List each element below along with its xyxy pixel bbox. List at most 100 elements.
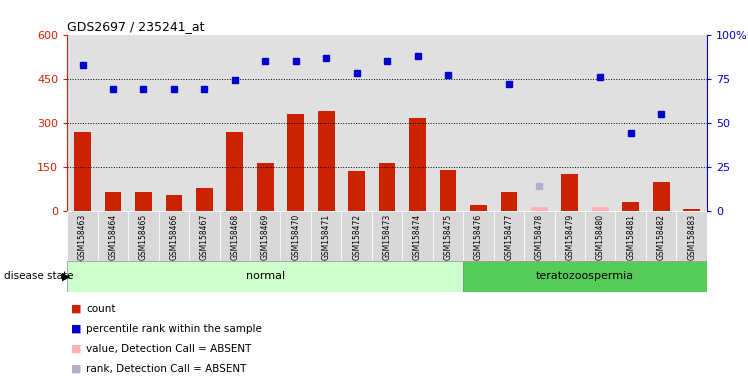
- Bar: [287, 114, 304, 211]
- Bar: [250, 35, 280, 211]
- Bar: [562, 174, 578, 211]
- Text: GSM158465: GSM158465: [139, 214, 148, 260]
- Bar: [646, 211, 676, 261]
- Text: GSM158474: GSM158474: [413, 214, 422, 260]
- Bar: [311, 35, 341, 211]
- Bar: [616, 35, 646, 211]
- Bar: [98, 211, 128, 261]
- Text: GSM158469: GSM158469: [261, 214, 270, 260]
- Text: GSM158476: GSM158476: [474, 214, 483, 260]
- Bar: [433, 35, 463, 211]
- Bar: [378, 163, 396, 211]
- Text: ■: ■: [71, 304, 82, 314]
- Text: GSM158480: GSM158480: [595, 214, 605, 260]
- Text: GSM158463: GSM158463: [78, 214, 87, 260]
- Text: value, Detection Call = ABSENT: value, Detection Call = ABSENT: [86, 344, 251, 354]
- Bar: [463, 261, 707, 292]
- Text: ▶: ▶: [62, 271, 70, 281]
- Text: GSM158481: GSM158481: [626, 214, 635, 260]
- Bar: [585, 35, 616, 211]
- Bar: [280, 35, 311, 211]
- Bar: [159, 211, 189, 261]
- Bar: [592, 207, 609, 211]
- Bar: [500, 192, 518, 211]
- Text: GSM158472: GSM158472: [352, 214, 361, 260]
- Bar: [470, 205, 487, 211]
- Bar: [341, 35, 372, 211]
- Bar: [402, 211, 433, 261]
- Bar: [554, 211, 585, 261]
- Bar: [676, 35, 707, 211]
- Text: GSM158473: GSM158473: [382, 214, 392, 260]
- Bar: [196, 188, 212, 211]
- Bar: [220, 211, 250, 261]
- Bar: [128, 35, 159, 211]
- Text: disease state: disease state: [4, 271, 73, 281]
- Text: GSM158471: GSM158471: [322, 214, 331, 260]
- Bar: [592, 207, 609, 211]
- Text: teratozoospermia: teratozoospermia: [536, 271, 634, 281]
- Bar: [463, 35, 494, 211]
- Bar: [531, 207, 548, 211]
- Bar: [494, 35, 524, 211]
- Bar: [159, 35, 189, 211]
- Text: normal: normal: [245, 271, 285, 281]
- Text: GSM158482: GSM158482: [657, 214, 666, 260]
- Bar: [74, 132, 91, 211]
- Bar: [189, 211, 220, 261]
- Bar: [98, 35, 128, 211]
- Bar: [616, 211, 646, 261]
- Text: GSM158479: GSM158479: [565, 214, 574, 260]
- Text: ■: ■: [71, 344, 82, 354]
- Bar: [402, 35, 433, 211]
- Text: GSM158466: GSM158466: [169, 214, 179, 260]
- Bar: [227, 132, 243, 211]
- Text: GSM158475: GSM158475: [444, 214, 453, 260]
- Text: rank, Detection Call = ABSENT: rank, Detection Call = ABSENT: [86, 364, 246, 374]
- Bar: [676, 211, 707, 261]
- Text: GDS2697 / 235241_at: GDS2697 / 235241_at: [67, 20, 205, 33]
- Text: ■: ■: [71, 324, 82, 334]
- Bar: [250, 211, 280, 261]
- Text: GSM158464: GSM158464: [108, 214, 117, 260]
- Text: GSM158468: GSM158468: [230, 214, 239, 260]
- Bar: [409, 119, 426, 211]
- Bar: [341, 211, 372, 261]
- Text: GSM158483: GSM158483: [687, 214, 696, 260]
- Bar: [280, 211, 311, 261]
- Bar: [128, 211, 159, 261]
- Text: ■: ■: [71, 364, 82, 374]
- Bar: [135, 192, 152, 211]
- Text: GSM158478: GSM158478: [535, 214, 544, 260]
- Bar: [220, 35, 250, 211]
- Bar: [531, 207, 548, 211]
- Text: percentile rank within the sample: percentile rank within the sample: [86, 324, 262, 334]
- Bar: [105, 192, 121, 211]
- Text: count: count: [86, 304, 115, 314]
- Bar: [524, 211, 554, 261]
- Bar: [372, 211, 402, 261]
- Bar: [67, 35, 98, 211]
- Text: GSM158470: GSM158470: [291, 214, 300, 260]
- Bar: [318, 111, 334, 211]
- Bar: [622, 202, 639, 211]
- Bar: [683, 209, 700, 211]
- Bar: [494, 211, 524, 261]
- Bar: [257, 163, 274, 211]
- Bar: [349, 172, 365, 211]
- Bar: [524, 35, 554, 211]
- Bar: [554, 35, 585, 211]
- Bar: [440, 170, 456, 211]
- Bar: [653, 182, 669, 211]
- Bar: [646, 35, 676, 211]
- Bar: [311, 211, 341, 261]
- Bar: [433, 211, 463, 261]
- Bar: [585, 211, 616, 261]
- Text: GSM158477: GSM158477: [504, 214, 513, 260]
- Bar: [67, 261, 463, 292]
- Text: GSM158467: GSM158467: [200, 214, 209, 260]
- Bar: [189, 35, 220, 211]
- Bar: [165, 195, 183, 211]
- Bar: [372, 35, 402, 211]
- Bar: [463, 211, 494, 261]
